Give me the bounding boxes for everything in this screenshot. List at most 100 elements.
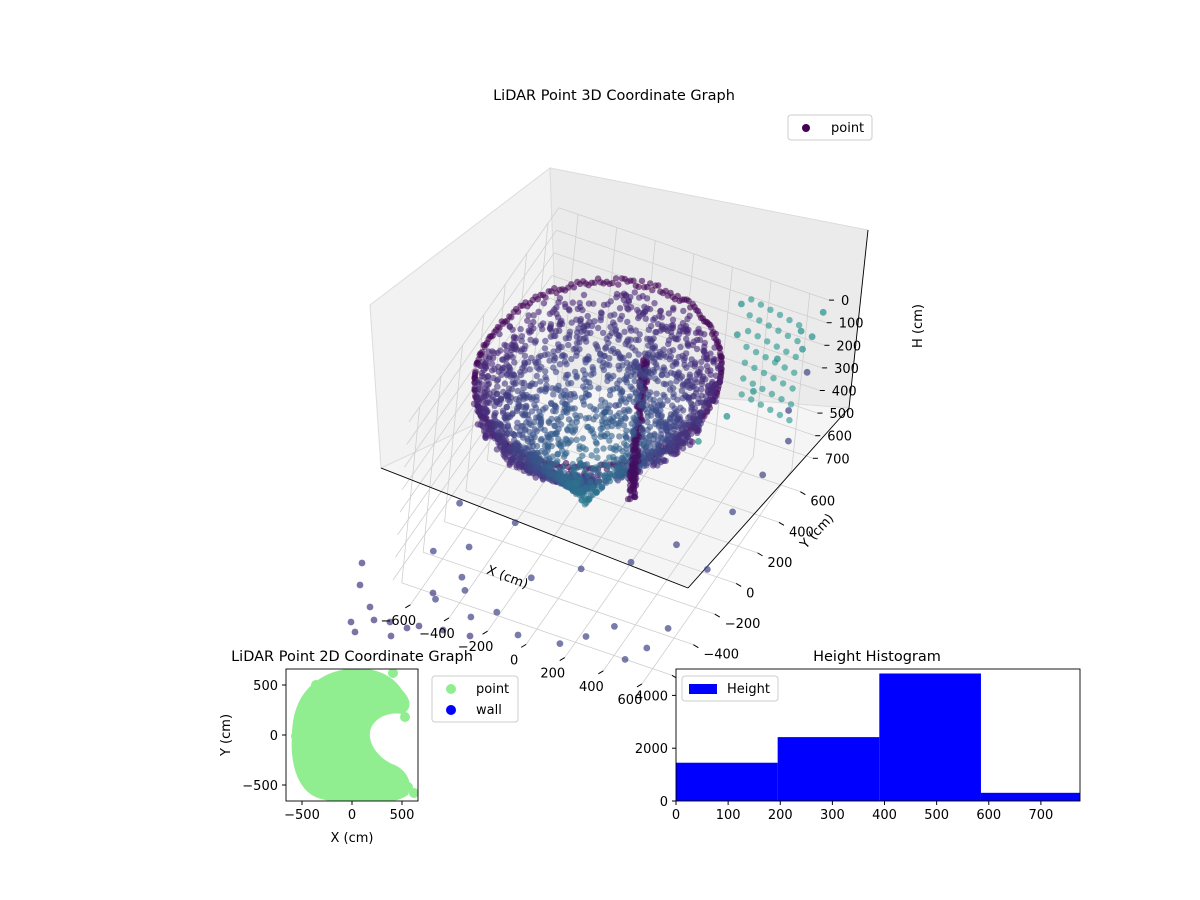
data-point	[524, 358, 532, 366]
data-point	[561, 300, 569, 308]
data-point	[551, 357, 558, 364]
data-point	[767, 306, 774, 313]
data-point	[585, 281, 592, 289]
data-point	[803, 368, 811, 376]
ticks-2d: −500 −500 0 0 500 500	[242, 679, 414, 823]
data-point	[517, 325, 524, 333]
data-point	[711, 334, 718, 342]
data-point	[610, 456, 618, 464]
z-tick-label: 0	[841, 294, 849, 309]
data-point	[552, 332, 559, 340]
data-point	[550, 391, 557, 398]
data-point	[613, 475, 620, 482]
data-point	[461, 587, 469, 594]
data-point	[693, 345, 701, 353]
data-point	[570, 429, 577, 436]
data-point	[356, 581, 364, 589]
data-point	[669, 362, 676, 369]
data-point	[479, 372, 486, 380]
z-tick-label: 300	[834, 362, 859, 377]
data-point	[778, 396, 785, 403]
data-point	[546, 357, 553, 364]
data-point	[594, 324, 602, 332]
data-point	[542, 294, 549, 301]
data-point	[497, 396, 505, 404]
data-point	[689, 438, 696, 446]
data-point	[600, 445, 607, 452]
data-point	[503, 317, 511, 324]
data-point	[611, 623, 618, 630]
data-point	[819, 308, 827, 316]
legend-3d-label: point	[831, 121, 864, 136]
data-point	[582, 484, 590, 491]
y-tick-label: 400	[789, 525, 814, 540]
data-point	[660, 380, 667, 387]
y-tick-mark	[693, 644, 699, 649]
chart-2d-title: LiDAR Point 2D Coordinate Graph	[231, 649, 473, 665]
data-point	[656, 451, 663, 458]
x-tick-label: −400	[419, 627, 455, 642]
data-point	[618, 312, 626, 320]
data-point	[537, 420, 545, 427]
data-point	[664, 397, 671, 404]
data-point	[632, 336, 640, 343]
data-point	[560, 453, 568, 460]
data-point	[592, 341, 599, 348]
data-point	[700, 347, 707, 354]
data-point	[566, 328, 574, 336]
data-point	[765, 322, 772, 329]
data-point	[548, 288, 555, 295]
grid-line	[465, 490, 737, 584]
data-point	[773, 343, 780, 350]
data-point	[695, 418, 702, 426]
data-point	[470, 400, 478, 407]
y-tick-mark	[735, 583, 742, 587]
data-point	[647, 452, 654, 460]
x-tick-label-hist: 100	[716, 808, 741, 823]
data-point	[500, 451, 507, 459]
data-point	[669, 402, 676, 409]
data-point	[652, 282, 659, 289]
data-point	[767, 406, 774, 413]
data-point	[535, 359, 542, 366]
data-point	[686, 371, 694, 378]
data-point	[576, 412, 584, 420]
data-point	[776, 411, 784, 419]
data-point	[511, 519, 519, 527]
data-point	[525, 327, 532, 334]
data-point	[523, 419, 530, 426]
data-point	[458, 573, 466, 581]
data-point	[616, 305, 624, 312]
data-point	[783, 348, 790, 355]
data-point	[648, 337, 655, 344]
data-point	[693, 306, 700, 314]
data-point	[527, 574, 535, 582]
data-point	[624, 278, 631, 285]
data-point	[784, 332, 792, 340]
data-point	[629, 344, 636, 351]
histogram-bar	[676, 762, 778, 801]
data-point	[489, 332, 496, 339]
data-point	[508, 411, 516, 418]
x-tick-label-hist: 500	[924, 808, 949, 823]
x-tick-label-hist: 200	[768, 808, 793, 823]
data-point	[595, 479, 603, 486]
data-point	[482, 434, 489, 441]
data-point	[503, 342, 510, 349]
data-point	[683, 364, 690, 371]
data-point	[607, 387, 614, 394]
legend-hist-label: Height	[727, 682, 770, 697]
data-point	[607, 312, 614, 319]
data-point	[749, 380, 756, 387]
data-point	[602, 459, 609, 466]
point-2d	[393, 775, 403, 785]
data-point	[493, 608, 501, 616]
y-tick-mark	[800, 491, 806, 496]
data-point	[500, 446, 508, 454]
grid-line	[556, 229, 827, 324]
data-point	[636, 294, 643, 301]
data-point	[366, 603, 374, 611]
data-point	[555, 425, 562, 433]
data-point	[729, 508, 736, 516]
data-point	[661, 366, 668, 374]
